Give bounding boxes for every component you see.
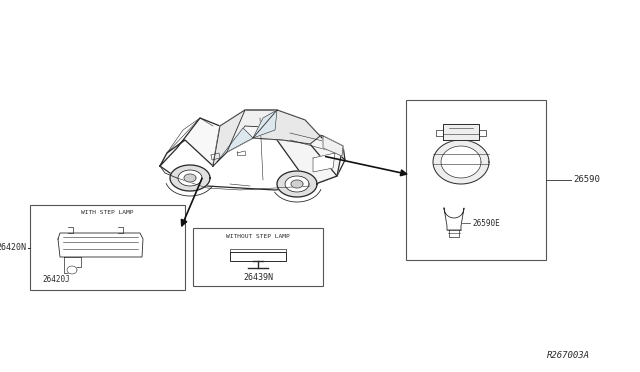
Polygon shape <box>170 165 210 191</box>
Polygon shape <box>160 118 220 166</box>
Bar <box>406 100 546 260</box>
Polygon shape <box>277 128 343 186</box>
Polygon shape <box>253 110 277 138</box>
Text: 26590: 26590 <box>573 176 600 185</box>
Polygon shape <box>213 110 320 166</box>
Text: 26590E: 26590E <box>472 218 500 228</box>
Text: 26420N: 26420N <box>0 243 26 252</box>
Polygon shape <box>230 252 286 261</box>
Polygon shape <box>433 140 489 184</box>
Polygon shape <box>253 110 320 144</box>
Bar <box>30 205 185 290</box>
Polygon shape <box>313 153 335 172</box>
Polygon shape <box>160 126 345 190</box>
Polygon shape <box>184 174 196 182</box>
Polygon shape <box>64 257 81 273</box>
Polygon shape <box>213 110 245 166</box>
Polygon shape <box>444 208 464 230</box>
Polygon shape <box>291 180 303 188</box>
Text: 26439N: 26439N <box>243 273 273 282</box>
Polygon shape <box>441 146 481 178</box>
Text: R267003A: R267003A <box>547 351 590 360</box>
Text: WITH STEP LAMP: WITH STEP LAMP <box>81 211 134 215</box>
Polygon shape <box>217 128 253 162</box>
Polygon shape <box>277 171 317 197</box>
Polygon shape <box>443 124 479 140</box>
Text: WITHOUT STEP LAMP: WITHOUT STEP LAMP <box>226 234 290 240</box>
Bar <box>193 228 323 286</box>
Polygon shape <box>213 110 283 166</box>
Text: 26420J: 26420J <box>42 276 70 285</box>
Polygon shape <box>67 266 77 274</box>
Polygon shape <box>285 176 309 192</box>
Polygon shape <box>323 136 343 156</box>
Polygon shape <box>178 170 202 186</box>
Polygon shape <box>58 233 143 257</box>
